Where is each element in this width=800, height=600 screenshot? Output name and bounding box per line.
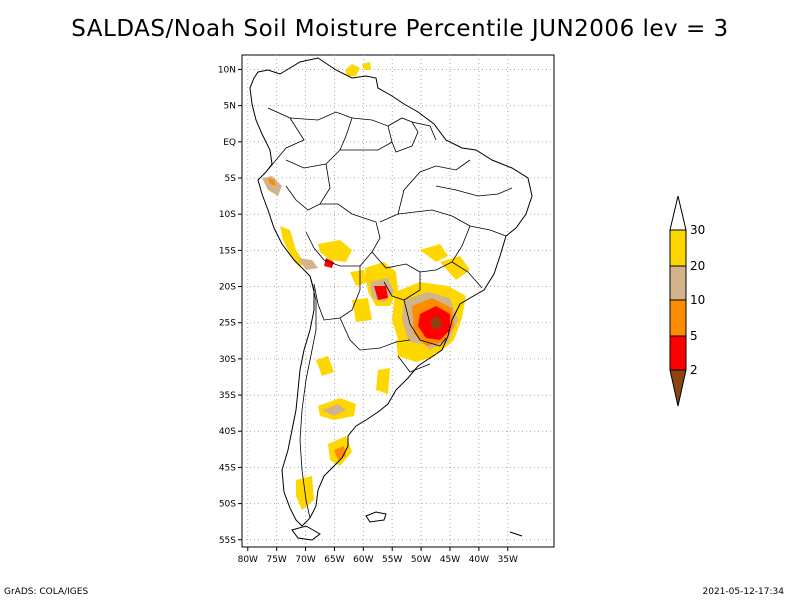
patch-peru-central (280, 226, 304, 268)
patch-argentina-east (376, 368, 390, 394)
colorbar-label: 20 (690, 259, 705, 273)
patch-mato-grosso-red (374, 286, 388, 300)
colorbar-label: 30 (690, 223, 705, 237)
colorbar-label: 2 (690, 363, 698, 377)
lat-label: 30S (219, 355, 236, 365)
patch-caribbean (345, 64, 360, 76)
map-title: SALDAS/Noah Soil Moisture Percentile JUN… (71, 16, 729, 42)
lon-label: 80W (238, 555, 258, 565)
lat-label: EQ (223, 138, 236, 148)
lat-label: 20S (219, 283, 236, 293)
latitude-labels: 10N 5N EQ 5S 10S 15S 20S 25S 30S 35S 40S 45S 50S 55S (218, 65, 242, 546)
patch-peru-north (262, 176, 282, 196)
patch-peru-red (324, 258, 334, 268)
colorbar-seg-10-20 (669, 265, 687, 301)
lat-label: 40S (219, 427, 236, 437)
grads-credit: GrADS: COLA/IGES (4, 587, 89, 597)
colorbar-seg-5-10 (669, 299, 687, 337)
patch-argentina-ne (352, 298, 372, 322)
tierra-del-fuego (291, 525, 321, 541)
colorbar-label: 10 (690, 293, 705, 307)
lon-label: 60W (353, 555, 373, 565)
small-island (509, 531, 523, 537)
lon-label: 55W (382, 555, 402, 565)
patch-andes (316, 356, 334, 376)
colorbar-top-triangle (669, 195, 687, 231)
patch-goias (420, 244, 448, 262)
lon-label: 50W (411, 555, 431, 565)
lat-label: 10S (219, 210, 236, 220)
colorbar-label: 5 (690, 329, 698, 343)
patch-uruguay (396, 340, 436, 362)
longitude-labels: 80W 75W 70W 65W 60W 55W 50W 45W 40W 35W (238, 547, 518, 565)
lat-label: 45S (219, 463, 236, 473)
patch-caribbean-east (362, 62, 371, 70)
map-frame (241, 54, 555, 548)
percentile-patches (262, 62, 470, 510)
lon-label: 40W (469, 555, 489, 565)
lat-label: 25S (219, 319, 236, 329)
color-bar: 2 5 10 20 30 (669, 195, 705, 407)
lon-label: 70W (295, 555, 315, 565)
timestamp: 2021-05-12-17:34 (702, 587, 785, 597)
lon-label: 75W (266, 555, 286, 565)
colorbar-bottom-triangle (669, 369, 687, 407)
lat-label: 5S (225, 174, 237, 184)
lon-label: 35W (498, 555, 518, 565)
colorbar-seg-2-5 (669, 335, 687, 371)
lat-label: 35S (219, 391, 236, 401)
patch-south-brazil-brown (430, 316, 442, 330)
lat-label: 10N (218, 65, 236, 75)
coastlines (249, 57, 533, 541)
lat-label: 5N (224, 102, 236, 112)
patch-minas (440, 256, 470, 280)
country-borders (265, 107, 513, 519)
lat-label: 15S (219, 246, 236, 256)
lat-label: 55S (219, 536, 236, 546)
patch-peru-south (298, 258, 318, 270)
patch-bolivia-east (350, 270, 368, 286)
colorbar-seg-20-30 (669, 229, 687, 267)
falklands (365, 511, 387, 523)
lat-label: 50S (219, 500, 236, 510)
continent-outline (249, 57, 533, 527)
patch-patagonia-tan (322, 404, 346, 416)
patch-bolivia (318, 240, 352, 262)
lon-label: 65W (324, 555, 344, 565)
patch-peru-north-red (268, 178, 276, 186)
lon-label: 45W (440, 555, 460, 565)
